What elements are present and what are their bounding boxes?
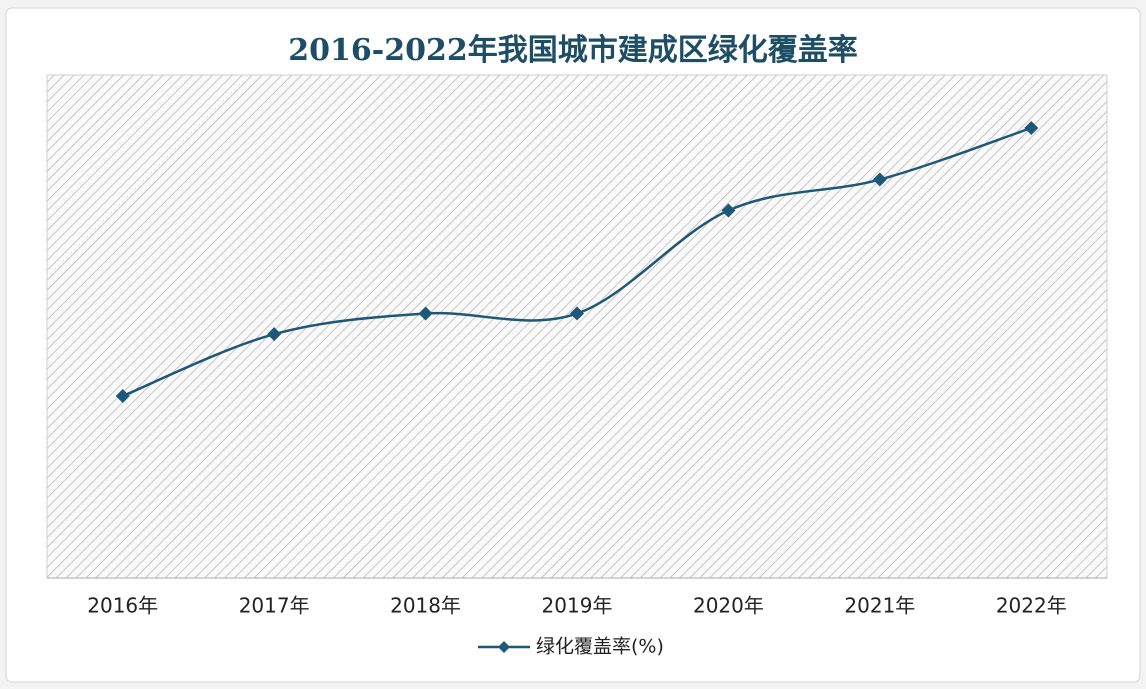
point-marker xyxy=(267,327,282,342)
point-marker xyxy=(115,389,130,403)
legend-label: 绿化覆盖率(%) xyxy=(536,636,664,658)
point-marker xyxy=(872,172,887,187)
x-tick-label: 2019年 xyxy=(542,594,613,618)
x-tick-label: 2016年 xyxy=(87,594,158,618)
chart-title: 2016-2022年我国城市建成区绿化覆盖率 xyxy=(288,33,857,68)
x-tick-label: 2017年 xyxy=(239,594,310,618)
plot-area xyxy=(46,74,1108,579)
x-tick-label: 2022年 xyxy=(996,594,1067,618)
point-marker xyxy=(570,306,584,321)
point-marker xyxy=(418,306,433,321)
point-marker xyxy=(721,203,736,218)
x-tick-label: 2018年 xyxy=(390,594,461,618)
legend-marker xyxy=(498,641,510,653)
x-tick-label: 2021年 xyxy=(844,594,915,618)
x-tick-label: 2020年 xyxy=(693,594,764,618)
point-marker xyxy=(1024,121,1039,135)
